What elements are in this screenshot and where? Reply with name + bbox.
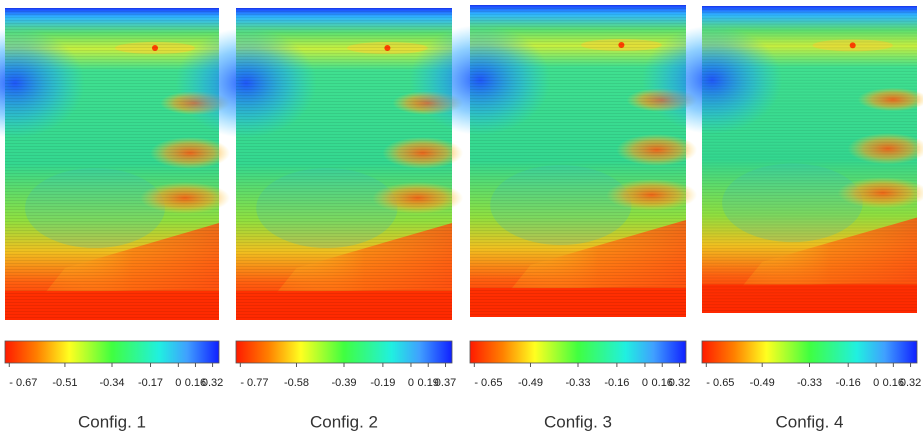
- tick-label: - 0.77: [240, 377, 268, 389]
- tick-label: - 0.67: [9, 377, 37, 389]
- tick-label: -0.16: [836, 377, 861, 389]
- tick-label: 0: [408, 377, 414, 389]
- tick-label: 0.32: [900, 377, 921, 389]
- tick-label: 0: [642, 377, 648, 389]
- tick-label: -0.16: [604, 377, 629, 389]
- caption: Config. 1: [78, 412, 146, 431]
- tick-label: - 0.65: [474, 377, 502, 389]
- colorbar: [235, 340, 453, 364]
- tick-label: -0.17: [138, 377, 163, 389]
- tick-label: 0.16: [652, 377, 673, 389]
- caption: Config. 4: [775, 412, 843, 431]
- tick-label: 0: [175, 377, 181, 389]
- tick-label: 0.19: [418, 377, 439, 389]
- tick-label: -0.49: [750, 377, 775, 389]
- tick-label: 0.16: [185, 377, 206, 389]
- caption: Config. 2: [310, 412, 378, 431]
- tick-label: -0.58: [284, 377, 309, 389]
- colorbar: [4, 340, 220, 364]
- tick-label: 0: [873, 377, 879, 389]
- tick-label: -0.33: [565, 377, 590, 389]
- tick-label: -0.19: [370, 377, 395, 389]
- tick-label: - 0.65: [706, 377, 734, 389]
- tick-label: -0.49: [518, 377, 543, 389]
- tick-label: -0.33: [797, 377, 822, 389]
- tick-label: 0.32: [669, 377, 690, 389]
- tick-label: 0.32: [202, 377, 223, 389]
- tick-label: 0.37: [435, 377, 456, 389]
- colorbar: [701, 340, 918, 364]
- tick-label: -0.39: [331, 377, 356, 389]
- colorbar: [469, 340, 687, 364]
- caption: Config. 3: [544, 412, 612, 431]
- tick-label: 0.16: [883, 377, 904, 389]
- tick-label: -0.51: [52, 377, 77, 389]
- tick-label: -0.34: [99, 377, 124, 389]
